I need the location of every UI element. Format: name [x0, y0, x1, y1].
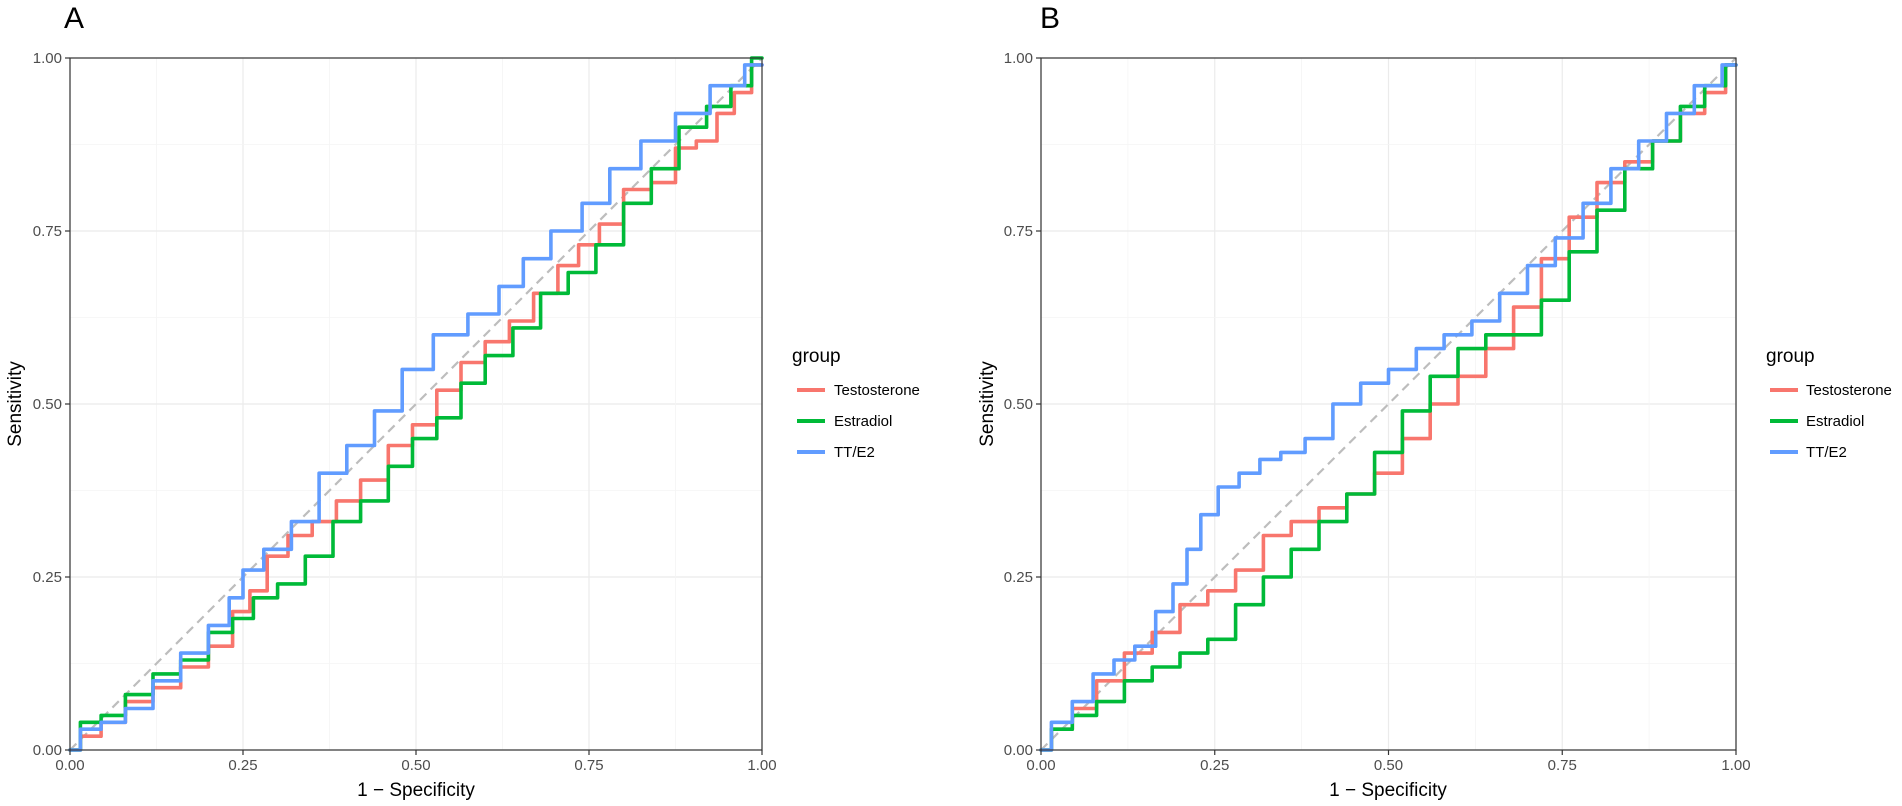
y-axis-title: Sensitivity	[5, 361, 26, 447]
x-tick-label: 0.00	[1026, 757, 1055, 774]
legend: group Testosterone Estradiol TT/E2	[1766, 346, 1892, 461]
legend-label-estradiol: Estradiol	[834, 413, 892, 430]
panel-b: B 0.00 0.25 0.50 0.75 1.00 0.00 0.25 0.5…	[977, 2, 1892, 801]
legend-label-tte2: TT/E2	[1806, 444, 1847, 461]
y-tick-label: 0.25	[33, 569, 62, 586]
y-tick-label: 0.00	[33, 742, 62, 759]
y-axis-title: Sensitivity	[977, 361, 998, 447]
y-tick-label: 0.00	[1004, 742, 1033, 759]
legend-label-testosterone: Testosterone	[1806, 382, 1892, 399]
legend-label-estradiol: Estradiol	[1806, 413, 1864, 430]
series-line-testosterone	[68, 63, 764, 752]
x-tick-label: 0.50	[401, 757, 430, 774]
x-tick-label: 0.25	[1200, 757, 1229, 774]
legend-label-tte2: TT/E2	[834, 444, 875, 461]
y-tick-label: 0.50	[33, 396, 62, 413]
y-tick-label: 0.25	[1004, 569, 1033, 586]
reference-diagonal	[1040, 57, 1737, 751]
panel-a: A 0.00 0.25 0.50 0.75 1.00 0.00 0.25 0.5…	[5, 2, 920, 801]
x-tick-label: 0.50	[1374, 757, 1403, 774]
y-tick-label: 0.50	[1004, 396, 1033, 413]
x-tick-label: 0.00	[55, 757, 84, 774]
x-axis-title: 1 − Specificity	[1329, 780, 1447, 801]
x-tick-label: 0.75	[574, 757, 603, 774]
y-tick-label: 1.00	[33, 50, 62, 67]
x-tick-label: 0.75	[1548, 757, 1577, 774]
legend-label-testosterone: Testosterone	[834, 382, 920, 399]
x-tick-label: 1.00	[1721, 757, 1750, 774]
x-tick-label: 0.25	[228, 757, 257, 774]
series-line-tte2	[68, 63, 764, 752]
y-tick-label: 1.00	[1004, 50, 1033, 67]
y-tick-label: 0.75	[1004, 223, 1033, 240]
panel-label: A	[64, 2, 84, 35]
series-line-tte2	[1039, 63, 1738, 752]
legend: group Testosterone Estradiol TT/E2	[792, 346, 920, 461]
x-tick-label: 1.00	[747, 757, 776, 774]
y-tick-label: 0.75	[33, 223, 62, 240]
panel-label: B	[1040, 2, 1060, 35]
legend-title: group	[1766, 346, 1815, 367]
series-line-testosterone	[1039, 63, 1738, 752]
legend-title: group	[792, 346, 841, 367]
x-axis-title: 1 − Specificity	[357, 780, 475, 801]
reference-diagonal	[69, 57, 763, 751]
